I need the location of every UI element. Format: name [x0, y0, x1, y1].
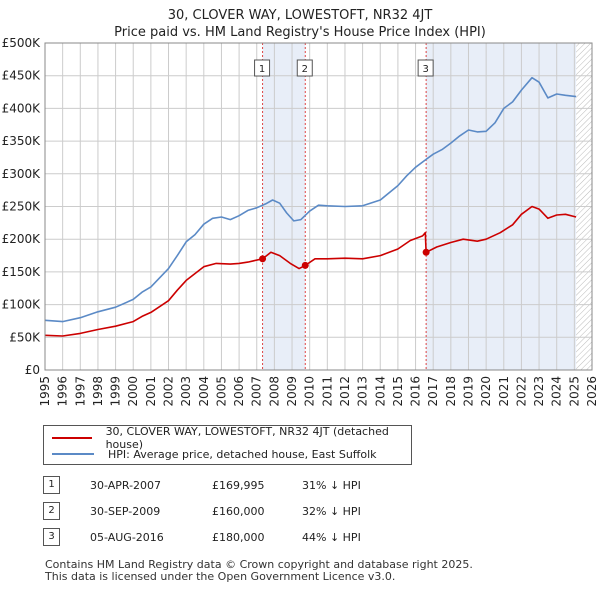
table-row: 3 05-AUG-2016 £180,000 44% ↓ HPI: [43, 524, 361, 550]
x-tick-label: 1996: [56, 376, 70, 407]
x-tick-label: 2022: [514, 376, 528, 407]
legend-property-label: 30, CLOVER WAY, LOWESTOFT, NR32 4JT (det…: [105, 425, 389, 451]
x-tick-label: 2001: [144, 376, 158, 407]
x-tick-label: 2025: [567, 376, 581, 407]
x-tick-label: 2007: [250, 376, 264, 407]
series-line: [44, 205, 577, 337]
legend-entry-hpi: HPI: Average price, detached house, East…: [52, 446, 377, 462]
sales-table: 1 30-APR-2007 £169,995 31% ↓ HPI 2 30-SE…: [43, 472, 361, 550]
y-tick-label: £300K: [2, 167, 42, 181]
sale-marker-box: [417, 59, 434, 77]
footer-line-1: Contains HM Land Registry data © Crown c…: [45, 558, 473, 571]
y-tick-label: £450K: [2, 69, 42, 83]
series-line: [44, 76, 577, 323]
sale-number-badge: 3: [43, 528, 60, 546]
x-tick-label: 2016: [409, 376, 423, 407]
x-tick-label: 2023: [532, 376, 546, 407]
x-tick-label: 1998: [91, 376, 105, 407]
sale-hpi-diff: 44% ↓ HPI: [302, 530, 361, 544]
x-tick-label: 1995: [38, 376, 52, 407]
sale-price: £169,995: [212, 478, 265, 492]
x-tick-label: 2013: [356, 376, 370, 407]
sale-point: [259, 255, 267, 263]
y-tick-label: £250K: [2, 200, 42, 214]
y-tick-label: £500K: [2, 36, 42, 50]
sale-hpi-diff: 32% ↓ HPI: [302, 504, 361, 518]
x-tick-label: 1999: [109, 376, 123, 407]
x-tick-label: 1997: [73, 376, 87, 407]
sale-price: £180,000: [212, 530, 265, 544]
sale-date: 05-AUG-2016: [90, 530, 164, 544]
x-tick-label: 2010: [303, 376, 317, 407]
sale-point: [301, 261, 309, 269]
sale-marker-label: 1: [259, 64, 265, 75]
legend-hpi-label: HPI: Average price, detached house, East…: [108, 447, 377, 461]
x-tick-label: 2024: [550, 376, 564, 407]
y-tick-label: £400K: [2, 101, 42, 115]
x-tick-label: 2008: [267, 376, 281, 407]
x-tick-label: 2006: [232, 376, 246, 407]
sale-date: 30-APR-2007: [90, 478, 162, 492]
y-tick-label: £350K: [2, 134, 42, 148]
y-tick-label: £100K: [2, 298, 42, 312]
table-row: 2 30-SEP-2009 £160,000 32% ↓ HPI: [43, 498, 361, 524]
footer-line-2: This data is licensed under the Open Gov…: [45, 570, 396, 583]
x-tick-label: 2015: [391, 376, 405, 407]
sale-marker-box: [254, 59, 271, 77]
x-tick-label: 2017: [426, 376, 440, 407]
x-tick-label: 2018: [444, 376, 458, 407]
table-row: 1 30-APR-2007 £169,995 31% ↓ HPI: [43, 472, 361, 498]
x-tick-label: 2011: [320, 376, 334, 407]
sale-marker-label: 2: [302, 64, 308, 75]
legend-red-line: [52, 437, 92, 439]
x-tick-label: 2003: [179, 376, 193, 407]
legend-entry-property: 30, CLOVER WAY, LOWESTOFT, NR32 4JT (det…: [52, 425, 411, 451]
y-tick-label: £0: [25, 363, 40, 377]
sale-date: 30-SEP-2009: [90, 504, 161, 518]
plot-border: [44, 42, 593, 371]
sale-marker-box: [296, 59, 313, 77]
chart-subtitle: Price paid vs. HM Land Registry's House …: [114, 25, 486, 40]
sale-price: £160,000: [212, 504, 265, 518]
y-tick-label: £200K: [2, 232, 42, 246]
y-tick-label: £150K: [2, 265, 42, 279]
sale-number-badge: 2: [43, 502, 60, 520]
chart-legend: 30, CLOVER WAY, LOWESTOFT, NR32 4JT (det…: [43, 425, 412, 465]
legend-blue-line: [52, 453, 94, 455]
copyright-footer: Contains HM Land Registry data © Crown c…: [45, 559, 473, 583]
x-tick-label: 2000: [126, 376, 140, 407]
sale-number-badge: 1: [43, 476, 60, 494]
price-chart: 1 2 3 £0 £50K £100K £150K £200K £250K £300K £350K £…: [2, 36, 599, 407]
sale-hpi-diff: 31% ↓ HPI: [302, 478, 361, 492]
sale-point: [422, 248, 430, 256]
x-tick-label: 2009: [285, 376, 299, 407]
x-tick-label: 2019: [461, 376, 475, 407]
x-tick-label: 2026: [585, 376, 599, 407]
x-tick-label: 2014: [373, 376, 387, 407]
x-tick-label: 2021: [497, 376, 511, 407]
x-tick-label: 2012: [338, 376, 352, 407]
sale-marker-label: 3: [422, 64, 428, 75]
x-tick-label: 2004: [197, 376, 211, 407]
x-tick-label: 2002: [162, 376, 176, 407]
x-tick-label: 2005: [214, 376, 228, 407]
x-tick-label: 2020: [479, 376, 493, 407]
chart-title: 30, CLOVER WAY, LOWESTOFT, NR32 4JT: [167, 8, 433, 23]
y-tick-label: £50K: [9, 330, 41, 344]
